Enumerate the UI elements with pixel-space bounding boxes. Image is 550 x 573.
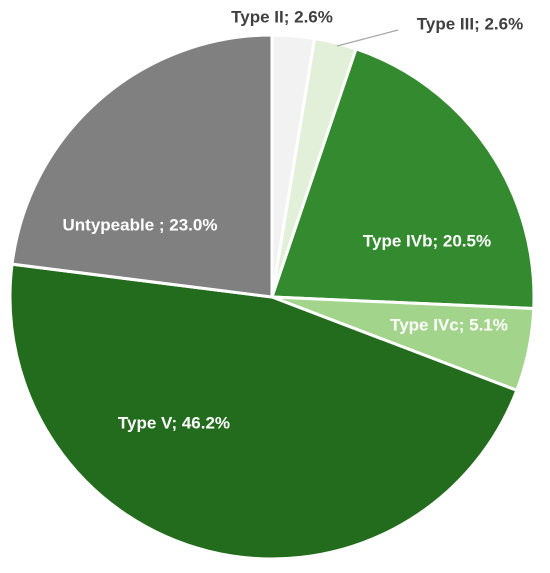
- slice-label: Type IVc; 5.1%: [390, 315, 508, 334]
- pie-slice: [10, 33, 274, 299]
- pie-slice: [269, 46, 536, 311]
- leader-line: [336, 29, 399, 47]
- pie-slice: [8, 262, 519, 561]
- slice-label: Type II; 2.6%: [231, 7, 333, 26]
- slice-label: Type III; 2.6%: [417, 14, 523, 33]
- slice-label: Untypeable ; 23.0%: [63, 215, 218, 234]
- slice-label: Type IVb; 20.5%: [363, 231, 491, 250]
- slice-label: Type V; 46.2%: [118, 413, 230, 432]
